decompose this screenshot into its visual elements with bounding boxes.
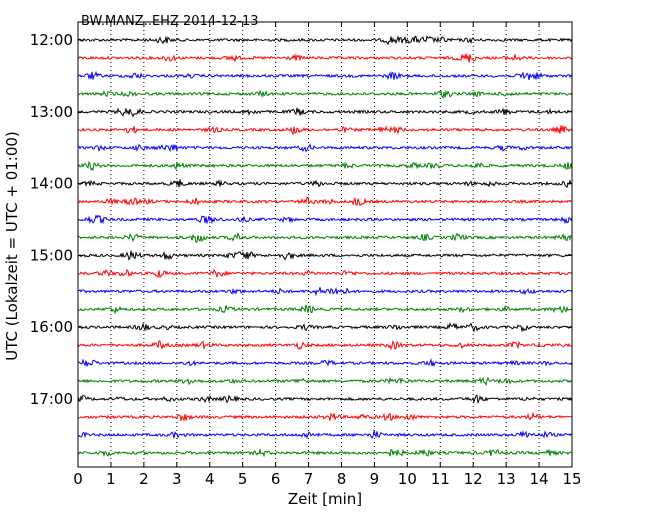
trace-line xyxy=(77,70,573,81)
trace-line xyxy=(77,250,573,261)
trace-line xyxy=(77,447,573,458)
trace-line xyxy=(77,287,573,297)
trace-line xyxy=(77,394,573,404)
x-tick-label: 2 xyxy=(139,470,149,488)
x-tick-label: 13 xyxy=(497,470,516,488)
trace-line xyxy=(77,339,573,351)
x-tick-label: 10 xyxy=(398,470,417,488)
y-tick-label: 13:00 xyxy=(30,103,73,121)
trace-line xyxy=(77,304,573,315)
trace-line xyxy=(77,322,573,333)
trace-line xyxy=(77,214,573,225)
y-tick-label: 17:00 xyxy=(30,390,73,408)
trace-line xyxy=(77,34,573,46)
trace-line xyxy=(77,376,573,387)
x-tick-label: 5 xyxy=(238,470,248,488)
trace-line xyxy=(77,358,573,367)
x-tick-label: 3 xyxy=(172,470,182,488)
y-tick-label: 12:00 xyxy=(30,31,73,49)
trace-line xyxy=(77,125,573,136)
x-tick-label: 9 xyxy=(370,470,380,488)
x-tick-label: 15 xyxy=(562,470,581,488)
x-tick-label: 7 xyxy=(304,470,314,488)
trace-line xyxy=(77,196,573,206)
x-tick-label: 11 xyxy=(431,470,450,488)
trace-line xyxy=(77,179,573,189)
trace-line xyxy=(77,411,573,422)
y-tick-label: 15:00 xyxy=(30,246,73,264)
x-tick-label: 14 xyxy=(530,470,549,488)
y-tick-label: 16:00 xyxy=(30,318,73,336)
x-axis-label: Zeit [min] xyxy=(288,490,362,508)
x-axis: 0 1 2 3 4 5 6 7 8 9 10 11 12 13 14 15 xyxy=(73,22,582,488)
x-tick-label: 0 xyxy=(73,470,83,488)
trace-line xyxy=(77,429,573,440)
trace-line xyxy=(77,89,573,99)
x-tick-label: 8 xyxy=(337,470,347,488)
x-tick-label: 12 xyxy=(464,470,483,488)
plot-frame xyxy=(77,21,573,468)
trace-line xyxy=(77,232,573,243)
trace-line xyxy=(77,53,573,63)
y-tick-label: 14:00 xyxy=(30,175,73,193)
x-tick-label: 6 xyxy=(271,470,281,488)
x-tick-label: 4 xyxy=(205,470,215,488)
y-axis: 12:00 13:00 14:00 15:00 16:00 17:00 xyxy=(30,31,572,408)
x-tick-label: 1 xyxy=(106,470,116,488)
trace-line xyxy=(77,160,573,172)
trace-line xyxy=(77,143,573,153)
y-axis-label: UTC (Lokalzeit = UTC + 01:00) xyxy=(3,131,21,361)
trace-line xyxy=(77,107,573,118)
trace-line xyxy=(77,268,573,279)
seismic-traces xyxy=(77,34,573,458)
